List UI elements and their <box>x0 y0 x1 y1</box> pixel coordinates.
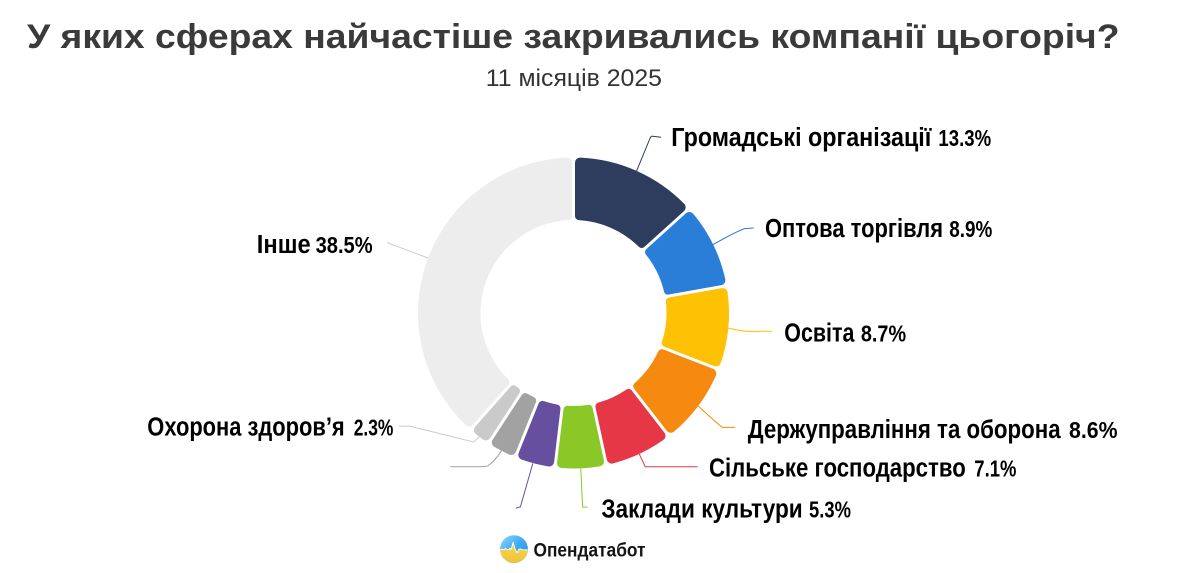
svg-text:Охорона здоров’я2.3%: Охорона здоров’я 2.3% <box>147 414 393 442</box>
svg-text:11 місяців 2025: 11 місяців 2025 <box>486 65 662 92</box>
svg-text:У яких сферах найчастіше закри: У яких сферах найчастіше закривались ком… <box>27 18 1120 56</box>
svg-text:Опендатабот: Опендатабот <box>534 540 646 561</box>
